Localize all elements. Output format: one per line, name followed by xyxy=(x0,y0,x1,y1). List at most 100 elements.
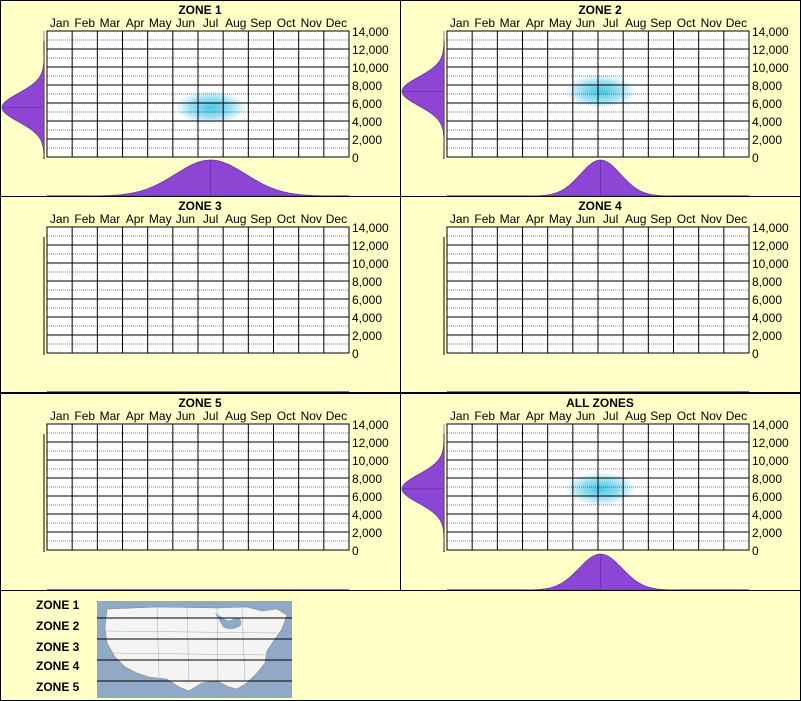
month-label: Feb xyxy=(474,409,495,423)
us-map-image xyxy=(97,601,292,698)
zone-panel-4: ZONE 4 Jan Feb Mar Apr May Jun Jul Aug Sep Oct Nov D… xyxy=(400,196,801,393)
y-tick-label: 0 xyxy=(752,151,759,165)
month-label: Jun xyxy=(176,16,195,30)
month-label: Aug xyxy=(225,16,246,30)
month-label: Dec xyxy=(326,409,347,423)
density-hotspot xyxy=(564,74,637,109)
y-tick-label: 6,000 xyxy=(752,97,782,111)
month-label: Mar xyxy=(100,409,121,423)
month-label: Jun xyxy=(176,409,195,423)
y-tick-label: 8,000 xyxy=(352,275,382,289)
zone-panel-3: ZONE 3 Jan Feb Mar Apr May Jun Jul Aug Sep Oct Nov D… xyxy=(0,196,401,393)
month-label: May xyxy=(549,409,572,423)
y-tick-label: 2,000 xyxy=(352,526,382,540)
y-tick-label: 0 xyxy=(352,151,359,165)
month-label: Jul xyxy=(603,212,618,226)
panel-title: ZONE 1 xyxy=(178,3,222,17)
y-tick-label: 10,000 xyxy=(352,61,389,75)
y-tick-label: 2,000 xyxy=(752,526,782,540)
legend-zone-3: ZONE 3 xyxy=(36,640,80,654)
month-label: Dec xyxy=(326,16,347,30)
month-label: Nov xyxy=(701,212,722,226)
y-tick-label: 14,000 xyxy=(352,221,389,235)
y-tick-label: 2,000 xyxy=(752,329,782,343)
month-label: Apr xyxy=(126,16,145,30)
y-tick-label: 14,000 xyxy=(352,418,389,432)
month-label: Apr xyxy=(126,409,145,423)
y-tick-label: 4,000 xyxy=(752,508,782,522)
y-tick-label: 8,000 xyxy=(352,79,382,93)
month-label: Mar xyxy=(500,16,521,30)
zone-chart-3: ZONE 3 Jan Feb Mar Apr May Jun Jul Aug Sep Oct Nov D… xyxy=(43,199,389,393)
month-label: Nov xyxy=(701,16,722,30)
month-label: Feb xyxy=(474,16,495,30)
month-label: Dec xyxy=(726,212,747,226)
month-label: Feb xyxy=(474,212,495,226)
month-label: Jun xyxy=(576,212,595,226)
legend-zone-1: ZONE 1 xyxy=(36,598,80,612)
y-tick-label: 8,000 xyxy=(752,275,782,289)
y-tick-label: 0 xyxy=(752,347,759,361)
panel-title: ZONE 2 xyxy=(578,3,622,17)
y-tick-label: 6,000 xyxy=(352,293,382,307)
panel-title: ZONE 3 xyxy=(178,199,222,213)
month-distribution-curve xyxy=(447,553,749,591)
month-label: Sep xyxy=(650,16,672,30)
month-label: Aug xyxy=(625,16,646,30)
month-label: May xyxy=(149,409,172,423)
y-tick-label: 10,000 xyxy=(752,61,789,75)
y-tick-label: 14,000 xyxy=(752,418,789,432)
y-tick-label: 12,000 xyxy=(752,436,789,450)
y-tick-label: 10,000 xyxy=(352,454,389,468)
y-tick-label: 4,000 xyxy=(752,311,782,325)
y-tick-label: 10,000 xyxy=(752,257,789,271)
month-label: May xyxy=(149,16,172,30)
y-tick-label: 4,000 xyxy=(752,115,782,129)
y-tick-label: 6,000 xyxy=(752,293,782,307)
month-label: Jul xyxy=(603,16,618,30)
y-tick-label: 14,000 xyxy=(752,221,789,235)
month-label: Sep xyxy=(250,16,272,30)
month-label: Jul xyxy=(203,212,218,226)
zone-chart-6: ALL ZONES Jan Feb Mar Apr May Jun Jul Aug Sep Oct N… xyxy=(401,396,789,591)
y-tick-label: 10,000 xyxy=(352,257,389,271)
month-distribution-curve xyxy=(47,159,349,197)
density-hotspot xyxy=(564,471,637,506)
y-tick-label: 6,000 xyxy=(752,490,782,504)
month-label: May xyxy=(549,212,572,226)
y-tick-label: 6,000 xyxy=(352,490,382,504)
y-tick-label: 0 xyxy=(352,544,359,558)
density-hotspot xyxy=(174,90,247,125)
month-label: Mar xyxy=(500,212,521,226)
zone-legend: ZONE 1 ZONE 2 ZONE 3 ZONE 4 ZONE 5 xyxy=(0,590,801,701)
y-tick-label: 2,000 xyxy=(752,133,782,147)
month-label: Aug xyxy=(225,212,246,226)
y-tick-label: 8,000 xyxy=(752,79,782,93)
month-label: Nov xyxy=(301,16,322,30)
month-label: Sep xyxy=(650,212,672,226)
y-tick-label: 4,000 xyxy=(352,311,382,325)
elevation-distribution-curve xyxy=(1,31,45,158)
month-label: Feb xyxy=(74,409,95,423)
y-tick-label: 14,000 xyxy=(352,25,389,39)
zone-panel-2: ZONE 2 Jan Feb Mar Apr May Jun Jul Aug Sep Oct Nov D… xyxy=(400,0,801,197)
month-label: Aug xyxy=(625,212,646,226)
y-tick-label: 12,000 xyxy=(752,43,789,57)
month-label: Apr xyxy=(126,212,145,226)
month-label: Jan xyxy=(50,212,69,226)
zone-panel-6: ALL ZONES Jan Feb Mar Apr May Jun Jul Aug Sep Oct N… xyxy=(400,393,801,591)
month-label: Nov xyxy=(301,409,322,423)
month-label: Oct xyxy=(277,16,296,30)
zone-panel-5: ZONE 5 Jan Feb Mar Apr May Jun Jul Aug Sep Oct Nov D… xyxy=(0,393,401,591)
y-tick-label: 12,000 xyxy=(752,239,789,253)
panel-title: ZONE 5 xyxy=(178,396,222,410)
y-tick-label: 6,000 xyxy=(352,97,382,111)
month-label: Sep xyxy=(650,409,672,423)
panel-title: ALL ZONES xyxy=(566,396,634,410)
month-label: Apr xyxy=(526,212,545,226)
month-label: Oct xyxy=(277,409,296,423)
zone-chart-4: ZONE 4 Jan Feb Mar Apr May Jun Jul Aug Sep Oct Nov D… xyxy=(443,199,789,393)
month-label: Jul xyxy=(203,409,218,423)
month-distribution-curve xyxy=(447,159,749,197)
month-label: Oct xyxy=(277,212,296,226)
